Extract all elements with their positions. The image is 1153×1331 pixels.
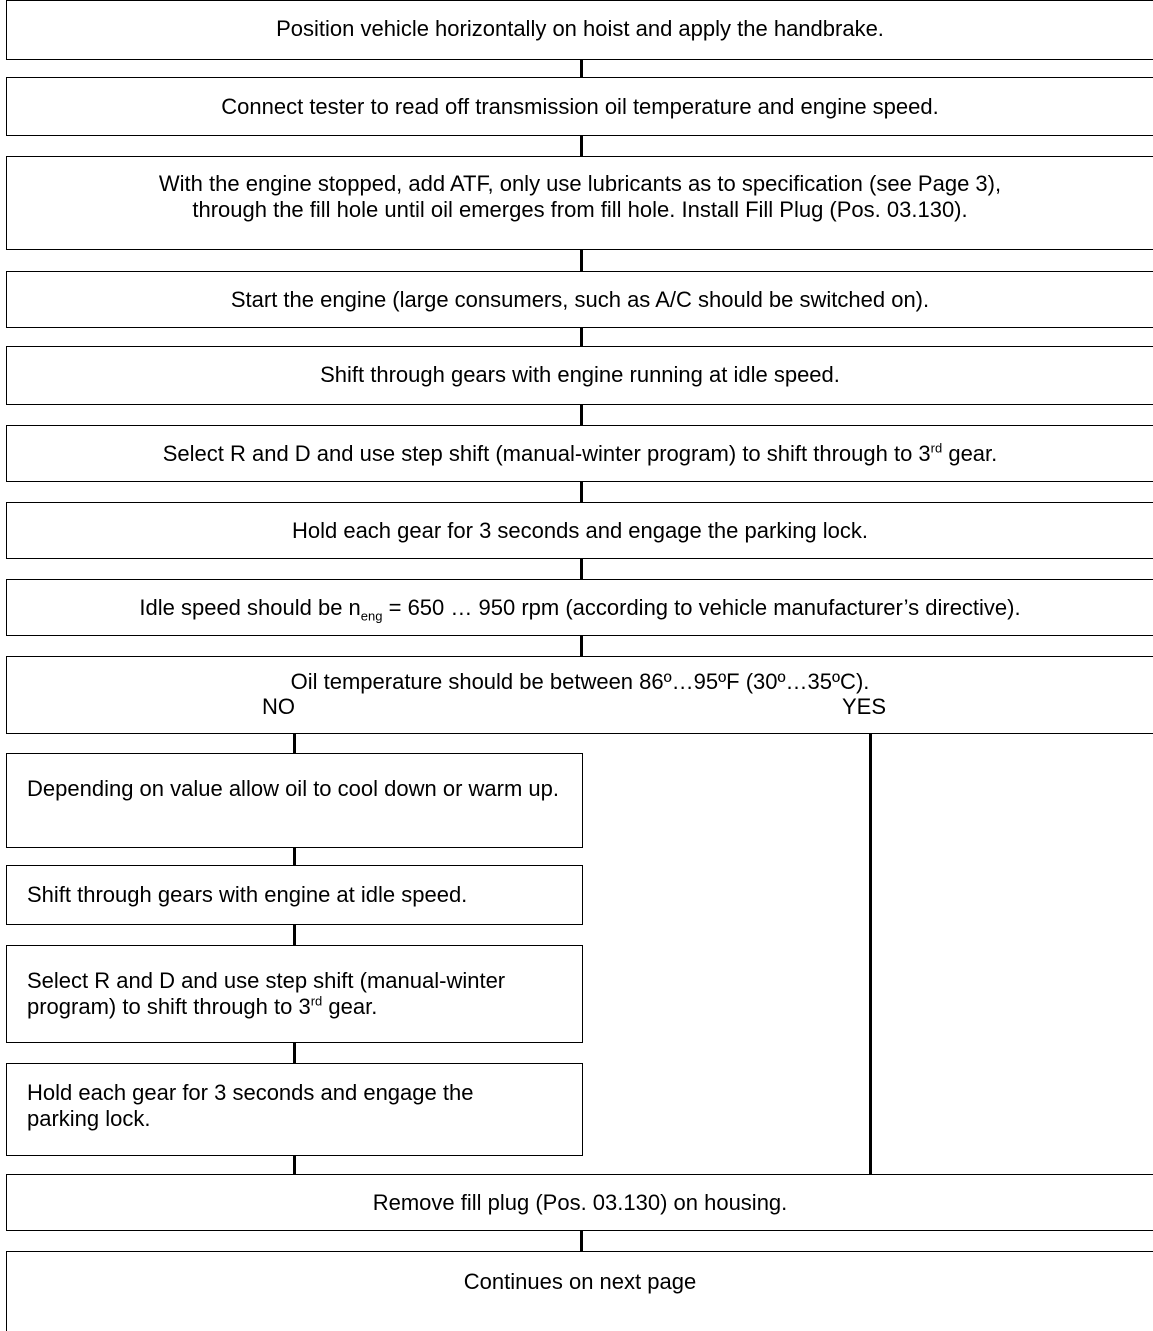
decision-text: Oil temperature should be between 86º…95… <box>290 669 870 694</box>
step-text: Start the engine (large consumers, such … <box>230 287 930 312</box>
step-text: Idle speed should be neng = 650 … 950 rp… <box>139 595 1021 624</box>
step-hold-gear: Hold each gear for 3 seconds and engage … <box>6 502 1153 559</box>
step-add-atf: With the engine stopped, add ATF, only u… <box>6 156 1153 250</box>
connector-n1-n2 <box>293 848 296 865</box>
step-position-vehicle: Position vehicle horizontally on hoist a… <box>6 0 1153 60</box>
step-text: Hold each gear for 3 seconds and engage … <box>27 1080 474 1131</box>
connector-4-5 <box>580 328 583 346</box>
connector-2-3 <box>580 136 583 156</box>
decision-yes-label: YES <box>842 694 887 719</box>
connector-no-branch <box>293 734 296 753</box>
connector-yes-branch <box>869 734 872 1174</box>
step-text: Position vehicle horizontally on hoist a… <box>276 16 884 41</box>
step-idle-speed: Idle speed should be neng = 650 … 950 rp… <box>6 579 1153 636</box>
connector-8-9 <box>580 636 583 656</box>
no-step-cool-warm: Depending on value allow oil to cool dow… <box>6 753 583 848</box>
no-step-shift-gears: Shift through gears with engine at idle … <box>6 865 583 925</box>
step-text: Select R and D and use step shift (manua… <box>27 968 506 1019</box>
step-text: Shift through gears with engine running … <box>320 362 840 387</box>
step-text: Hold each gear for 3 seconds and engage … <box>291 518 869 543</box>
step-text: Remove fill plug (Pos. 03.130) on housin… <box>372 1190 788 1215</box>
connector-s10-s11 <box>580 1231 583 1251</box>
step-connect-tester: Connect tester to read off transmission … <box>6 77 1153 136</box>
step-text: Continues on next page <box>463 1269 697 1294</box>
step-continues: Continues on next page <box>6 1251 1153 1331</box>
connector-n2-n3 <box>293 925 296 945</box>
no-step-hold-gear: Hold each gear for 3 seconds and engage … <box>6 1063 583 1156</box>
decision-oil-temperature: Oil temperature should be between 86º…95… <box>6 656 1153 734</box>
step-text: Shift through gears with engine at idle … <box>27 882 468 907</box>
connector-1-2 <box>580 60 583 77</box>
step-text-line2: through the fill hole until oil emerges … <box>192 197 968 222</box>
connector-7-8 <box>580 559 583 579</box>
connector-3-4 <box>580 250 583 271</box>
decision-no-label: NO <box>262 694 295 719</box>
no-step-select-r-d: Select R and D and use step shift (manua… <box>6 945 583 1043</box>
connector-n3-n4 <box>293 1043 296 1063</box>
step-text: Depending on value allow oil to cool dow… <box>27 776 559 801</box>
step-text: Select R and D and use step shift (manua… <box>162 440 998 466</box>
step-start-engine: Start the engine (large consumers, such … <box>6 271 1153 328</box>
step-remove-fill-plug: Remove fill plug (Pos. 03.130) on housin… <box>6 1174 1153 1231</box>
step-text-line1: With the engine stopped, add ATF, only u… <box>158 171 1002 196</box>
connector-6-7 <box>580 482 583 502</box>
step-shift-gears: Shift through gears with engine running … <box>6 346 1153 405</box>
step-text: Connect tester to read off transmission … <box>221 94 939 119</box>
step-select-r-d: Select R and D and use step shift (manua… <box>6 425 1153 482</box>
connector-n4-s10 <box>293 1156 296 1174</box>
connector-5-6 <box>580 405 583 425</box>
